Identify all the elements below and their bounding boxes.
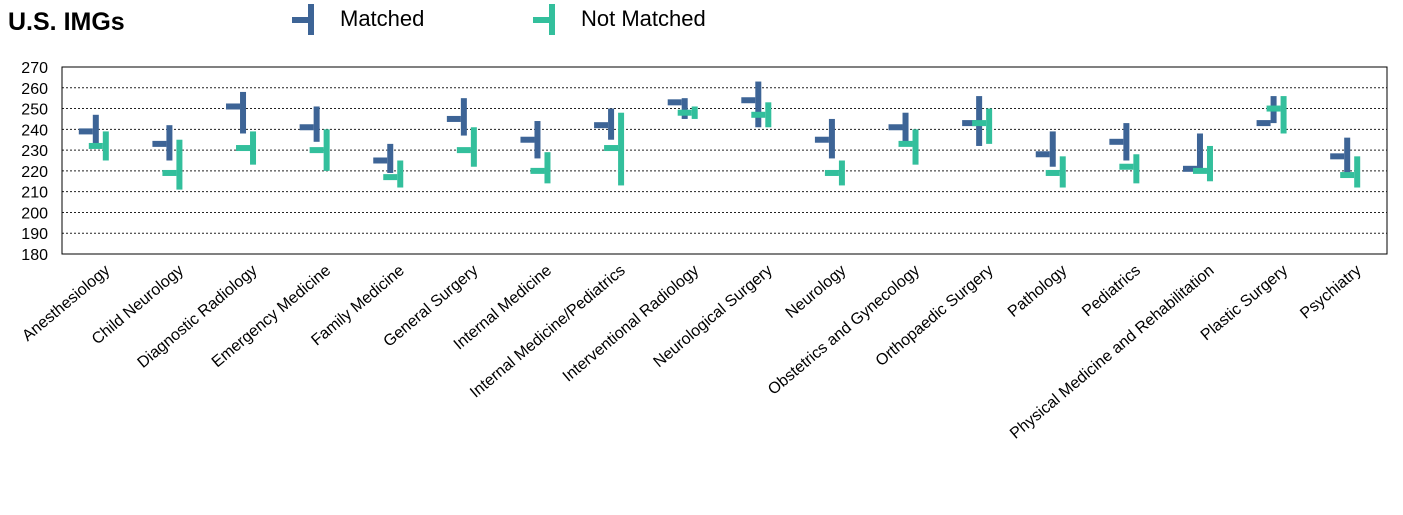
matched-mean-tick bbox=[741, 97, 756, 104]
not-matched-range-bar bbox=[323, 129, 330, 171]
not-matched-mean-tick bbox=[751, 111, 766, 118]
matched-range-bar bbox=[608, 108, 615, 140]
not-matched-mean-tick bbox=[898, 140, 913, 147]
x-category-label: Pathology bbox=[1005, 262, 1070, 321]
matched-mean-tick bbox=[888, 124, 903, 131]
not-matched-mean-tick bbox=[604, 145, 619, 152]
not-matched-mean-tick bbox=[677, 109, 692, 116]
not-matched-mean-tick bbox=[456, 147, 471, 154]
matched-range-bar bbox=[166, 125, 173, 161]
not-matched-mean-tick bbox=[530, 167, 545, 174]
matched-range-bar bbox=[534, 121, 541, 159]
x-category-label: Interventional Radiology bbox=[560, 262, 702, 385]
x-category-label: Orthopaedic Surgery bbox=[873, 262, 997, 370]
matched-range-bar bbox=[1196, 133, 1203, 171]
matched-mean-tick bbox=[299, 124, 314, 131]
matched-range-bar bbox=[313, 106, 320, 142]
not-matched-range-bar bbox=[912, 129, 919, 165]
matched-mean-tick bbox=[814, 136, 829, 143]
not-matched-range-bar bbox=[102, 131, 109, 161]
not-matched-range-bar bbox=[1133, 154, 1140, 184]
not-matched-mean-tick bbox=[1266, 105, 1281, 112]
matched-mean-tick bbox=[520, 136, 535, 143]
x-category-label: Emergency Medicine bbox=[209, 262, 334, 371]
matched-mean-tick bbox=[1256, 120, 1271, 127]
not-matched-range-bar bbox=[176, 139, 183, 190]
matched-mean-tick bbox=[373, 157, 388, 164]
not-matched-mean-tick bbox=[972, 120, 987, 127]
not-matched-range-bar bbox=[838, 160, 845, 186]
matched-range-bar bbox=[240, 91, 247, 134]
matched-range-bar bbox=[681, 98, 688, 119]
chart-title: U.S. IMGs bbox=[8, 8, 125, 36]
x-category-label: Diagnostic Radiology bbox=[135, 262, 261, 372]
matched-range-bar bbox=[387, 143, 394, 173]
not-matched-mean-tick bbox=[1119, 163, 1134, 170]
matched-range-bar bbox=[92, 114, 99, 149]
not-matched-mean-tick bbox=[88, 142, 103, 149]
matched-range-bar bbox=[755, 81, 762, 128]
matched-mean-tick bbox=[594, 122, 609, 129]
legend-label-matched: Matched bbox=[340, 6, 425, 31]
not-matched-range-bar bbox=[1354, 156, 1361, 188]
y-tick-label: 190 bbox=[21, 226, 48, 243]
not-matched-range-bar bbox=[250, 131, 257, 165]
y-tick-label: 250 bbox=[21, 102, 48, 119]
x-category-label: Psychiatry bbox=[1297, 262, 1364, 322]
matched-range-bar bbox=[1049, 131, 1056, 167]
matched-mean-tick bbox=[226, 103, 241, 110]
matched-mean-tick bbox=[446, 115, 461, 122]
legend-swatch-matched bbox=[292, 4, 314, 35]
not-matched-range-bar bbox=[986, 108, 993, 144]
not-matched-range-bar bbox=[618, 112, 625, 186]
plot-frame bbox=[61, 66, 1388, 255]
not-matched-mean-tick bbox=[236, 145, 251, 152]
matched-mean-tick bbox=[78, 128, 93, 135]
matched-range-bar bbox=[1344, 137, 1351, 173]
not-matched-range-bar bbox=[691, 106, 698, 119]
x-category-label: Pediatrics bbox=[1079, 262, 1144, 320]
y-tick-label: 230 bbox=[21, 143, 48, 160]
not-matched-mean-tick bbox=[162, 169, 177, 176]
x-category-label: Neurological Surgery bbox=[650, 262, 775, 371]
y-tick-label: 240 bbox=[21, 122, 48, 139]
x-category-label: Neurology bbox=[783, 262, 850, 322]
not-matched-range-bar bbox=[765, 102, 772, 128]
x-category-label: Obstetrics and Gynecology bbox=[765, 262, 923, 398]
matched-range-bar bbox=[828, 118, 835, 159]
not-matched-mean-tick bbox=[383, 174, 398, 181]
y-tick-label: 220 bbox=[21, 164, 48, 181]
y-tick-label: 210 bbox=[21, 185, 48, 202]
not-matched-mean-tick bbox=[1192, 167, 1207, 174]
not-matched-range-bar bbox=[397, 160, 404, 188]
not-matched-mean-tick bbox=[309, 147, 324, 154]
not-matched-range-bar bbox=[1059, 156, 1066, 188]
not-matched-range-bar bbox=[544, 152, 551, 184]
y-tick-label: 200 bbox=[21, 205, 48, 222]
matched-mean-tick bbox=[667, 99, 682, 106]
matched-mean-tick bbox=[1182, 165, 1197, 172]
matched-mean-tick bbox=[962, 120, 977, 127]
legend-label-not-matched: Not Matched bbox=[581, 6, 706, 31]
matched-range-bar bbox=[1123, 123, 1130, 161]
not-matched-mean-tick bbox=[1045, 169, 1060, 176]
not-matched-mean-tick bbox=[824, 169, 839, 176]
legend-swatch-not-matched bbox=[533, 4, 555, 35]
y-tick-label: 260 bbox=[21, 81, 48, 98]
not-matched-mean-tick bbox=[1340, 172, 1355, 179]
y-tick-label: 180 bbox=[21, 247, 48, 264]
matched-range-bar bbox=[460, 98, 467, 136]
matched-mean-tick bbox=[1109, 138, 1124, 145]
matched-mean-tick bbox=[1035, 151, 1050, 158]
matched-mean-tick bbox=[152, 140, 167, 147]
not-matched-range-bar bbox=[1206, 145, 1213, 182]
matched-mean-tick bbox=[1330, 153, 1345, 160]
matched-range-bar bbox=[902, 112, 909, 142]
x-category-label: Internal Medicine/Pediatrics bbox=[467, 262, 628, 401]
y-tick-label: 270 bbox=[21, 60, 48, 77]
not-matched-range-bar bbox=[1280, 96, 1287, 134]
not-matched-range-bar bbox=[470, 127, 477, 167]
